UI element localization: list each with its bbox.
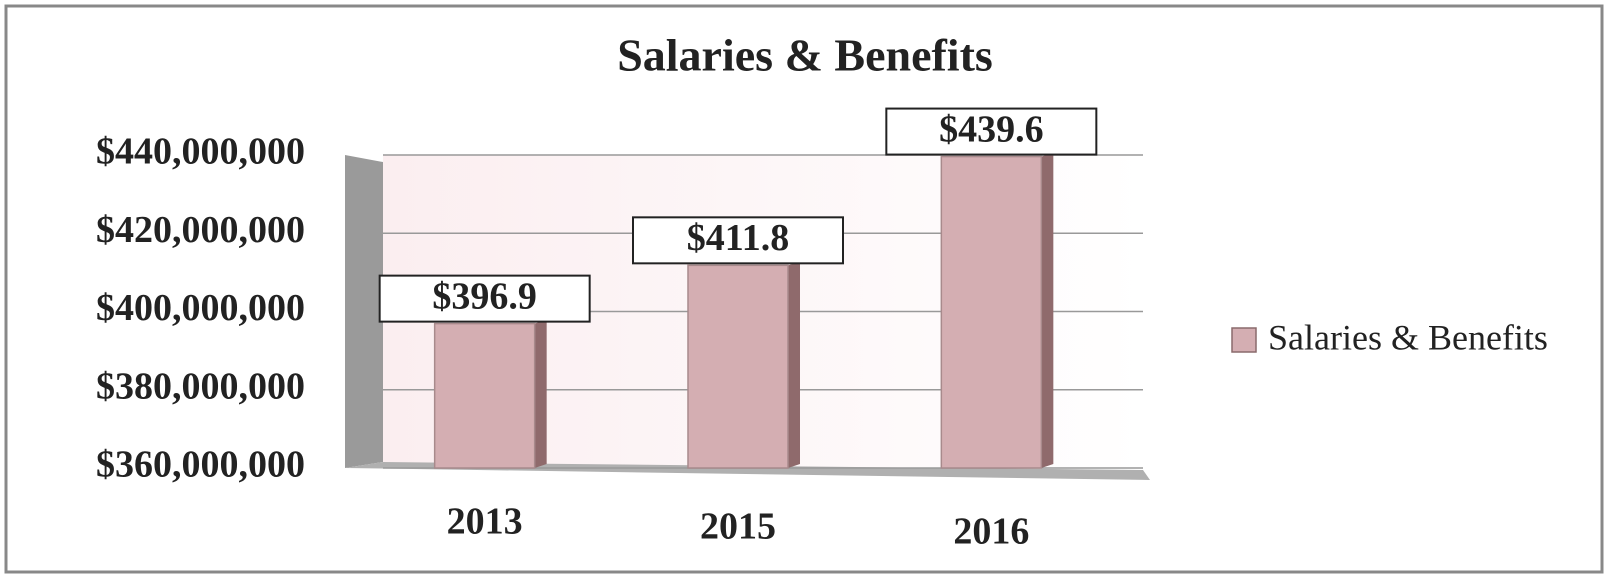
data-label-box bbox=[378, 274, 591, 323]
bar bbox=[433, 322, 536, 469]
y-tick-label: $400,000,000 bbox=[96, 287, 305, 329]
y-tick-label: $440,000,000 bbox=[96, 131, 305, 173]
bar-side bbox=[534, 319, 547, 468]
bar bbox=[940, 155, 1043, 469]
marks: $396.9 $411.8 $439.6 bbox=[378, 107, 1098, 469]
y-tick-label: $380,000,000 bbox=[96, 365, 305, 407]
chart-title: Salaries & Benefits bbox=[617, 30, 993, 81]
legend-swatch bbox=[1231, 327, 1257, 353]
data-label-box bbox=[885, 107, 1098, 156]
data-label: $396.9 bbox=[432, 275, 537, 317]
x-tick-label: 2015 bbox=[700, 506, 776, 548]
x-tick-label: 2016 bbox=[953, 511, 1029, 553]
x-tick-label: 2013 bbox=[447, 501, 523, 543]
side-wall bbox=[345, 155, 383, 468]
data-label-box bbox=[632, 216, 844, 265]
y-tick-label: $420,000,000 bbox=[96, 209, 305, 251]
data-label: $439.6 bbox=[939, 108, 1044, 150]
bar-side bbox=[1041, 152, 1054, 468]
y-tick-label: $360,000,000 bbox=[96, 444, 305, 486]
grid: $360,000,000 $380,000,000 $400,000,000 $420… bbox=[96, 131, 1143, 553]
data-label: $411.8 bbox=[687, 217, 789, 259]
floor bbox=[345, 462, 1150, 480]
bar bbox=[687, 264, 789, 469]
bar-side bbox=[788, 261, 800, 468]
legend-label: Salaries & Benefits bbox=[1268, 317, 1548, 357]
